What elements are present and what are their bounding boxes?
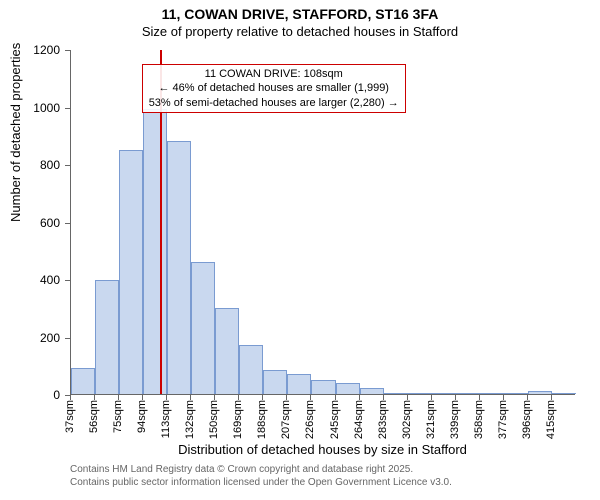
ytick-label: 1000 (10, 101, 60, 115)
bar (95, 280, 119, 394)
xtick-label: 56sqm (88, 400, 100, 433)
xtick-label: 358sqm (473, 400, 485, 439)
xtick-label: 113sqm (160, 400, 172, 438)
credits-line2: Contains public sector information licen… (70, 477, 452, 488)
annotation-line3: 53% of semi-detached houses are larger (… (149, 96, 399, 110)
bar (239, 345, 263, 394)
bar (143, 109, 167, 394)
bar (456, 393, 480, 394)
credits-line1: Contains HM Land Registry data © Crown c… (70, 464, 413, 475)
xtick-label: 37sqm (64, 400, 76, 433)
annotation-line2: ← 46% of detached houses are smaller (1,… (149, 81, 399, 95)
xtick-label: 245sqm (329, 400, 341, 439)
xtick-label: 94sqm (136, 400, 148, 433)
xtick-label: 377sqm (497, 400, 509, 439)
xtick-label: 188sqm (256, 400, 268, 439)
bar (311, 380, 335, 394)
bar (167, 141, 191, 394)
xtick-label: 339sqm (449, 400, 461, 439)
bar (384, 393, 408, 394)
xtick-label: 321sqm (425, 400, 437, 439)
bar (287, 374, 311, 394)
bar (480, 393, 504, 394)
annotation-line1: 11 COWAN DRIVE: 108sqm (149, 67, 399, 81)
xtick-label: 207sqm (280, 400, 292, 439)
bar (552, 393, 576, 394)
xtick-label: 283sqm (377, 400, 389, 439)
xtick-label: 75sqm (112, 400, 124, 433)
chart-title-line1: 11, COWAN DRIVE, STAFFORD, ST16 3FA (0, 6, 600, 22)
x-axis-label: Distribution of detached houses by size … (70, 442, 575, 457)
xtick-label: 150sqm (208, 400, 220, 439)
bar (408, 393, 432, 394)
y-axis-label: Number of detached properties (8, 43, 23, 222)
ytick-label: 600 (10, 216, 60, 230)
xtick-label: 226sqm (304, 400, 316, 439)
bar (71, 368, 95, 394)
xtick-label: 302sqm (401, 400, 413, 439)
plot-area: 11 COWAN DRIVE: 108sqm ← 46% of detached… (70, 50, 575, 395)
ytick-label: 200 (10, 331, 60, 345)
xtick-label: 264sqm (353, 400, 365, 439)
ytick-label: 800 (10, 158, 60, 172)
bar (191, 262, 215, 394)
xtick-label: 169sqm (232, 400, 244, 439)
bar (360, 388, 384, 394)
bar (432, 393, 456, 394)
bar (336, 383, 360, 395)
annotation-box: 11 COWAN DRIVE: 108sqm ← 46% of detached… (142, 64, 406, 113)
ytick-label: 400 (10, 273, 60, 287)
xtick-label: 415sqm (545, 400, 557, 439)
bar (263, 370, 287, 394)
xtick-label: 132sqm (184, 400, 196, 439)
bar (504, 393, 528, 394)
bar (528, 391, 552, 394)
bar (215, 308, 239, 394)
ytick-label: 1200 (10, 43, 60, 57)
xtick-label: 396sqm (521, 400, 533, 439)
histogram-chart: 11, COWAN DRIVE, STAFFORD, ST16 3FA Size… (0, 0, 600, 500)
bar (119, 150, 143, 394)
ytick-label: 0 (10, 388, 60, 402)
chart-title-line2: Size of property relative to detached ho… (0, 24, 600, 39)
